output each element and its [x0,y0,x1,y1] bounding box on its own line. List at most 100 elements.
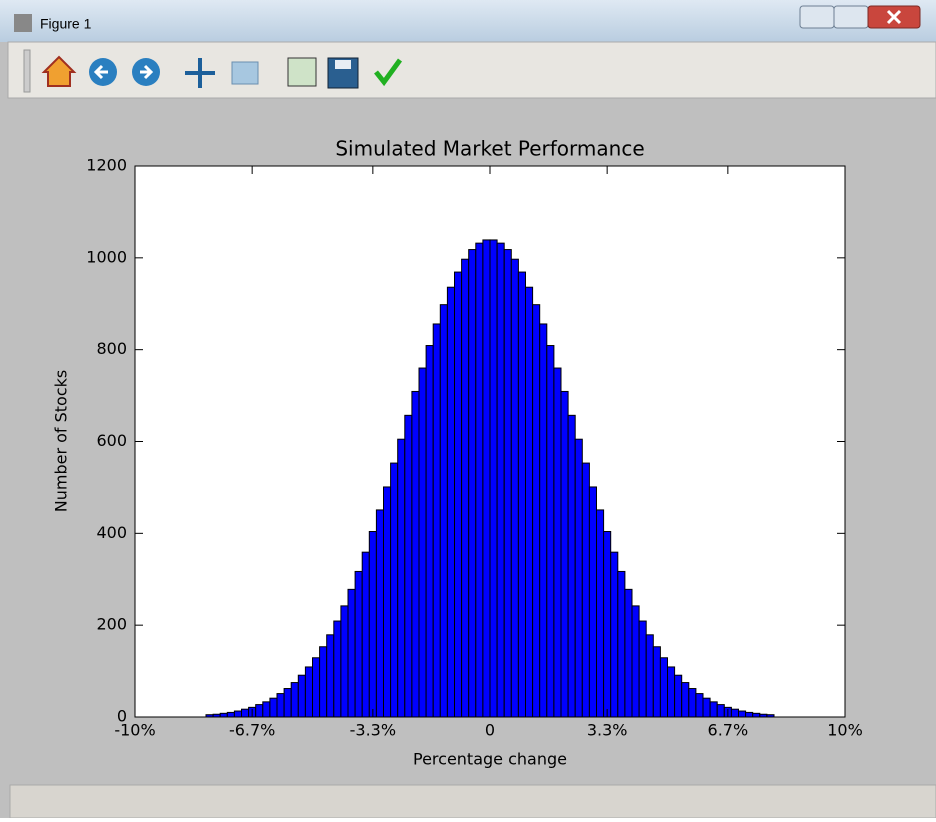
bar [681,682,690,718]
bar [638,620,647,718]
bar [652,646,661,718]
bar [532,304,541,718]
bar [539,323,548,718]
bar [361,551,370,718]
bar [390,462,399,718]
x-tick-label: 10% [827,721,863,740]
y-tick-label: 400 [96,523,127,542]
bar [404,414,413,718]
bar [546,345,555,718]
bar [312,657,321,718]
bar [212,713,221,718]
bar [340,605,349,718]
bar [368,530,377,718]
y-tick-label: 800 [96,339,127,358]
bar [347,588,356,718]
bar [766,714,775,718]
bar [418,367,427,718]
bar [709,701,718,718]
y-tick-label: 600 [96,431,127,450]
y-tick-label: 0 [117,707,127,726]
x-tick-label: -10% [114,721,155,740]
chart-title: Simulated Market Performance [335,137,644,161]
bar [574,438,583,718]
bar [759,713,768,718]
bar [588,486,598,718]
bar [553,367,562,718]
x-tick-label: 6.7% [708,721,749,740]
back-arrow [93,64,108,80]
bar [233,710,242,718]
bar [446,286,455,718]
home-button[interactable] [41,55,77,87]
bar [383,486,392,718]
bar [567,414,576,718]
bar [283,688,292,718]
x-tick-label: -6.7% [229,721,275,740]
bar [695,693,704,718]
close-icon [886,9,902,25]
bar [510,258,519,718]
bar [226,711,235,718]
bar [219,712,228,718]
bar [290,682,299,718]
bar [489,239,498,718]
toolbar-grip [23,49,31,93]
bar [525,286,534,718]
maximize-button[interactable] [833,5,869,29]
forward-arrow [140,64,154,80]
edit-button[interactable] [374,58,403,87]
subplots-button[interactable] [287,57,317,87]
bar [439,304,448,718]
x-axis-label: Percentage change [413,750,567,769]
x-tick-label: -3.3% [350,721,396,740]
save-label [335,60,351,69]
bar [461,258,470,718]
y-tick-label: 1000 [86,247,127,266]
bar [752,712,761,718]
bar [745,711,754,718]
bar [702,697,711,718]
x-tick-label: 3.3% [587,721,628,740]
y-axis-label: Number of Stocks [52,370,71,512]
bar [482,239,491,718]
pan-button[interactable] [185,58,215,88]
bar [255,704,264,718]
bar [304,666,313,718]
bar [241,708,250,718]
status-bar [9,784,936,819]
bar [631,605,640,718]
bar [269,697,278,718]
title-bar [0,0,936,42]
x-tick-label: 0 [485,721,495,740]
minimize-button[interactable] [799,5,835,29]
bar [397,438,406,718]
bar [454,271,463,718]
bar [738,710,747,718]
bar [375,509,384,718]
bar [354,570,363,718]
bar [468,249,477,718]
bar [503,249,512,718]
app-icon [14,14,32,32]
bar [617,570,626,718]
bar [716,704,725,718]
bar [276,693,285,718]
bar [596,509,605,718]
bar [297,674,306,718]
bar [326,634,335,718]
bar [496,242,505,718]
bar [319,646,328,718]
window-title: Figure 1 [40,16,92,32]
bar [688,688,697,718]
bar [425,345,434,718]
bar [432,323,441,718]
bar [659,657,669,718]
bar [560,390,569,718]
bar [610,551,619,718]
bar [624,588,633,718]
bar [581,462,590,718]
y-tick-label: 1200 [86,156,127,175]
zoom-button[interactable] [231,61,259,85]
bar [667,666,676,718]
